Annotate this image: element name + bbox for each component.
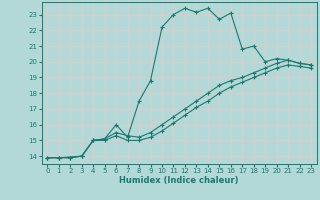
X-axis label: Humidex (Indice chaleur): Humidex (Indice chaleur): [119, 176, 239, 185]
